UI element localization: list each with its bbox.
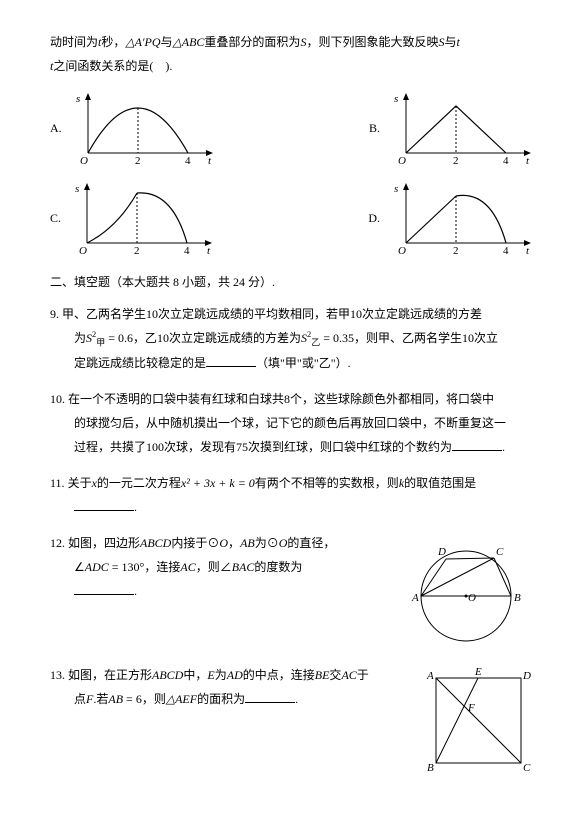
tri-apq: △A'PQ [125,35,160,49]
q12-fig-o: O [468,592,476,604]
intro-line1: 动时间为t秒，△A'PQ与△ABC重叠部分的面积为S，则下列图象能大致反映S与t [50,30,536,54]
chart-a: s O 2 4 t [68,88,218,168]
option-b-label: B. [369,116,380,140]
chart-d-o: O [398,245,406,257]
options-row-1: A. s O 2 4 t B. s O 2 4 t [50,88,536,168]
q13-fig-f: F [467,702,475,714]
chart-c-y: s [75,183,79,195]
chart-c-o: O [79,245,87,257]
chart-b-x: t [526,155,530,167]
q9-blank [206,354,256,367]
chart-c-x: t [207,245,211,257]
q12-fig-a: A [411,592,419,604]
option-d: D. s O 2 4 t [368,178,536,258]
chart-d: s O 2 4 t [386,178,536,258]
q12-fig-b: B [514,592,521,604]
chart-d-2: 2 [453,245,459,257]
q13-fig-c: C [523,762,531,774]
chart-c-4: 4 [184,245,190,257]
chart-a-y: s [76,93,80,105]
option-b: B. s O 2 4 t [369,88,536,168]
figure-q13: A E D B C F [421,663,536,778]
q9-num: 9. [50,307,59,321]
question-13: 13. 如图，在正方形ABCD中，E为AD的中点，连接BE交AC于 点F.若AB… [50,663,536,778]
q13-fig-d: D [522,670,531,682]
chart-d-y: s [394,183,398,195]
q11-blank [74,498,134,511]
q12-num: 12. [50,536,65,550]
q10-line3: 过程，共摸了100次球，发现有75次摸到红球，则口袋中红球的个数约为 [74,440,452,454]
chart-d-x: t [526,245,530,257]
q11-eq: x² + 3x + k = 0 [181,476,255,490]
chart-b-2: 2 [453,155,459,167]
option-d-label: D. [368,206,380,230]
tri-abc: △ABC [173,35,205,49]
q13-blank [245,690,295,703]
chart-c: s O 2 4 t [67,178,217,258]
q12-fig-d: D [437,546,446,558]
chart-d-4: 4 [503,245,509,257]
chart-a-x: t [208,155,212,167]
chart-a-o: O [80,155,88,167]
figure-q12: A B C D O [396,531,536,651]
q10-line2: 的球搅匀后，从中随机摸出一个球，记下它的颜色后再放回口袋中，不断重复这一 [50,411,536,435]
question-9: 9. 甲、乙两名学生10次立定跳远成绩的平均数相同，若甲10次立定跳远成绩的方差… [50,302,536,375]
option-a: A. s O 2 4 t [50,88,218,168]
q13-fig-a: A [426,670,434,682]
chart-c-2: 2 [134,245,140,257]
chart-b-4: 4 [503,155,509,167]
q13-fig-b: B [427,762,434,774]
q13-num: 13. [50,668,65,682]
option-c: C. s O 2 4 t [50,178,217,258]
q10-blank [452,438,502,451]
section-2-title: 二、填空题（本大题共 8 小题，共 24 分）. [50,270,536,294]
q10-line1: 在一个不透明的口袋中装有红球和白球共8个，这些球除颜色外都相同，将口袋中 [68,392,494,406]
question-10: 10. 在一个不透明的口袋中装有红球和白球共8个，这些球除颜色外都相同，将口袋中… [50,387,536,459]
question-12: 12. 如图，四边形ABCD内接于⊙O，AB为⊙O的直径， ∠ADC = 130… [50,531,536,651]
q13-fig-e: E [474,666,482,678]
chart-a-4: 4 [185,155,191,167]
q12-blank [74,582,134,595]
chart-b-o: O [398,155,406,167]
intro-line2: t之间函数关系的是( ). [50,54,536,78]
chart-b: s O 2 4 t [386,88,536,168]
chart-a-2: 2 [135,155,141,167]
question-11: 11. 关于x的一元二次方程x² + 3x + k = 0有两个不相等的实数根，… [50,471,536,519]
q10-num: 10. [50,392,65,406]
option-a-label: A. [50,116,62,140]
option-c-label: C. [50,206,61,230]
q9-line1: 甲、乙两名学生10次立定跳远成绩的平均数相同，若甲10次立定跳远成绩的方差 [62,307,482,321]
q11-num: 11. [50,476,65,490]
q12-fig-c: C [496,546,504,558]
chart-b-y: s [394,93,398,105]
options-row-2: C. s O 2 4 t D. s O 2 4 [50,178,536,258]
